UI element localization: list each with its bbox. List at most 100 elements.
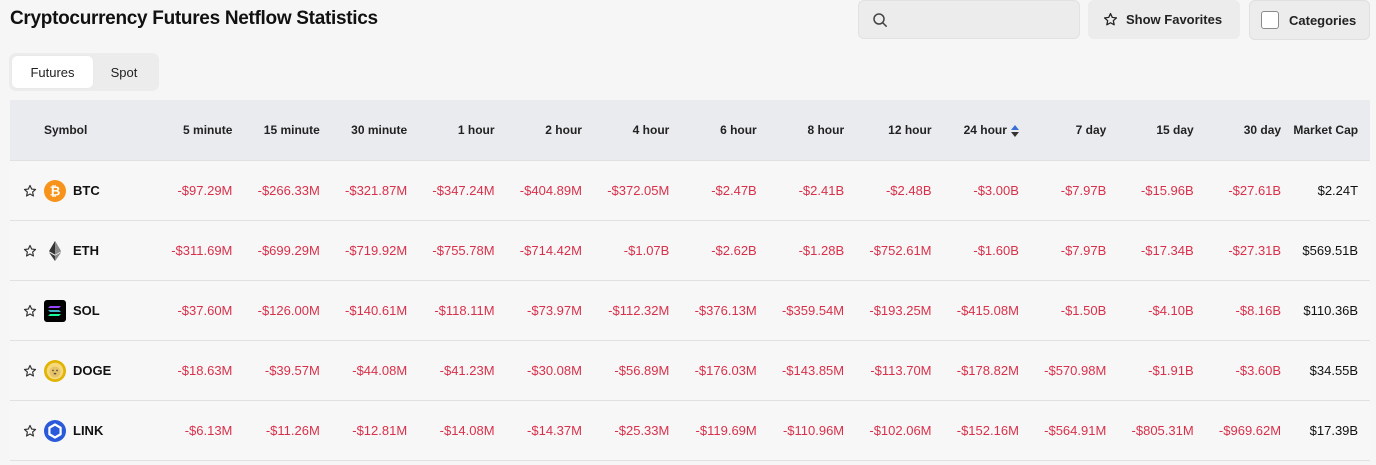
header-8-hour[interactable]: 8 hour	[807, 123, 845, 137]
header-market-cap[interactable]: Market Cap	[1293, 123, 1359, 137]
symbol-cell: SOL	[10, 299, 145, 322]
netflow-value-cell: -$140.61M	[345, 303, 408, 318]
header-4-hour[interactable]: 4 hour	[632, 123, 670, 137]
netflow-value-cell: -$126.00M	[257, 303, 320, 318]
netflow-table: Symbol 5 minute 15 minute 30 minute 1 ho…	[10, 100, 1370, 461]
netflow-value-cell: -$714.42M	[519, 243, 582, 258]
netflow-value-cell: -$118.11M	[434, 303, 495, 318]
symbol-text[interactable]: LINK	[73, 423, 104, 438]
header-30-minute[interactable]: 30 minute	[351, 123, 408, 137]
show-favorites-button[interactable]: Show Favorites	[1088, 0, 1240, 39]
table-row[interactable]: LINK -$6.13M -$11.26M -$12.81M -$14.08M -$14.…	[10, 401, 1370, 461]
netflow-value-cell: -$3.60B	[1235, 363, 1282, 378]
netflow-value-cell: -$73.97M	[527, 303, 582, 318]
header-5-minute[interactable]: 5 minute	[183, 123, 233, 137]
symbol-text[interactable]: DOGE	[73, 363, 112, 378]
favorite-star-icon[interactable]	[23, 364, 37, 378]
header-30-day[interactable]: 30 day	[1243, 123, 1282, 137]
header-7-day[interactable]: 7 day	[1075, 123, 1107, 137]
symbol-cell: ₿ BTC	[10, 179, 145, 202]
market-cap-cell: $110.36B	[1303, 303, 1359, 318]
netflow-value-cell: -$699.29M	[257, 243, 320, 258]
netflow-value-cell: -$376.13M	[694, 303, 757, 318]
symbol-text[interactable]: BTC	[73, 183, 100, 198]
netflow-value-cell: -$11.26M	[265, 423, 320, 438]
netflow-value-cell: -$30.08M	[527, 363, 582, 378]
symbol-text[interactable]: ETH	[73, 243, 99, 258]
netflow-value-cell: -$2.62B	[711, 243, 757, 258]
netflow-value-cell: -$7.97B	[1060, 243, 1107, 258]
table-header: Symbol 5 minute 15 minute 30 minute 1 ho…	[10, 100, 1370, 161]
netflow-value-cell: -$193.25M	[869, 303, 932, 318]
netflow-value-cell: -$2.47B	[711, 183, 757, 198]
netflow-value-cell: -$347.24M	[432, 183, 495, 198]
netflow-value-cell: -$119.69M	[695, 423, 757, 438]
netflow-value-cell: -$1.07B	[623, 243, 670, 258]
header-2-hour[interactable]: 2 hour	[545, 123, 582, 137]
netflow-value-cell: -$4.10B	[1148, 303, 1194, 318]
netflow-value-cell: -$27.31B	[1228, 243, 1282, 258]
table-row[interactable]: ETH -$311.69M -$699.29M -$719.92M -$755.78M -…	[10, 221, 1370, 281]
tab-futures[interactable]: Futures	[12, 56, 93, 88]
netflow-value-cell: -$7.97B	[1060, 183, 1107, 198]
favorite-star-icon[interactable]	[23, 304, 37, 318]
header-24-hour[interactable]: 24 hour	[932, 123, 1019, 137]
symbol-text[interactable]: SOL	[73, 303, 100, 318]
table-row[interactable]: ₿ BTC -$97.29M -$266.33M -$321.87M -$347.24M -…	[10, 161, 1370, 221]
categories-checkbox[interactable]	[1261, 11, 1279, 29]
header-12-hour[interactable]: 12 hour	[888, 123, 932, 137]
netflow-value-cell: -$3.00B	[973, 183, 1019, 198]
table-row[interactable]: DOGE -$18.63M -$39.57M -$44.08M -$41.23M -$30…	[10, 341, 1370, 401]
market-cap-cell: $569.51B	[1302, 243, 1359, 258]
categories-button[interactable]: Categories	[1249, 0, 1370, 40]
netflow-value-cell: -$152.16M	[956, 423, 1019, 438]
netflow-value-cell: -$17.34B	[1140, 243, 1194, 258]
netflow-value-cell: -$1.50B	[1060, 303, 1107, 318]
netflow-value-cell: -$2.48B	[885, 183, 932, 198]
netflow-value-cell: -$112.32M	[608, 303, 670, 318]
market-cap-cell: $34.55B	[1309, 363, 1359, 378]
sort-arrows-icon	[1010, 124, 1019, 137]
favorite-star-icon[interactable]	[23, 244, 37, 258]
table-row[interactable]: SOL -$37.60M -$126.00M -$140.61M -$118.11M -$…	[10, 281, 1370, 341]
netflow-value-cell: -$97.29M	[177, 183, 233, 198]
search-input[interactable]	[897, 9, 1067, 31]
netflow-value-cell: -$27.61B	[1228, 183, 1282, 198]
header-15-day[interactable]: 15 day	[1156, 123, 1194, 137]
netflow-value-cell: -$178.82M	[956, 363, 1019, 378]
show-favorites-label: Show Favorites	[1126, 12, 1223, 27]
netflow-value-cell: -$113.70M	[870, 363, 932, 378]
netflow-value-cell: -$752.61M	[869, 243, 932, 258]
favorite-star-icon[interactable]	[23, 424, 37, 438]
categories-label: Categories	[1289, 12, 1357, 28]
netflow-value-cell: -$359.54M	[781, 303, 845, 318]
symbol-cell: LINK	[10, 419, 145, 442]
header-1-hour[interactable]: 1 hour	[457, 123, 495, 137]
netflow-value-cell: -$6.13M	[184, 423, 233, 438]
netflow-value-cell: -$25.33M	[614, 423, 670, 438]
netflow-value-cell: -$719.92M	[345, 243, 408, 258]
market-cap-cell: $2.24T	[1317, 183, 1359, 198]
netflow-value-cell: -$266.33M	[257, 183, 320, 198]
netflow-value-cell: -$18.63M	[177, 363, 233, 378]
netflow-value-cell: -$15.96B	[1140, 183, 1194, 198]
tab-spot[interactable]: Spot	[110, 64, 138, 80]
netflow-value-cell: -$2.41B	[798, 183, 845, 198]
favorite-star-icon[interactable]	[23, 184, 37, 198]
table-body: ₿ BTC -$97.29M -$266.33M -$321.87M -$347.24M -…	[10, 161, 1370, 461]
header-15-minute[interactable]: 15 minute	[263, 123, 320, 137]
symbol-cell: DOGE	[10, 359, 145, 382]
netflow-value-cell: -$8.16B	[1235, 303, 1282, 318]
netflow-value-cell: -$56.89M	[614, 363, 670, 378]
svg-text:₿: ₿	[50, 183, 61, 198]
netflow-value-cell: -$12.81M	[352, 423, 408, 438]
netflow-value-cell: -$102.06M	[869, 423, 932, 438]
header-6-hour[interactable]: 6 hour	[720, 123, 757, 137]
search-box[interactable]	[858, 0, 1080, 39]
netflow-value-cell: -$805.31M	[1131, 423, 1194, 438]
netflow-value-cell: -$570.98M	[1044, 363, 1107, 378]
netflow-value-cell: -$404.89M	[519, 183, 582, 198]
netflow-value-cell: -$1.28B	[798, 243, 845, 258]
netflow-value-cell: -$1.60B	[973, 243, 1019, 258]
header-symbol[interactable]: Symbol	[44, 123, 88, 137]
